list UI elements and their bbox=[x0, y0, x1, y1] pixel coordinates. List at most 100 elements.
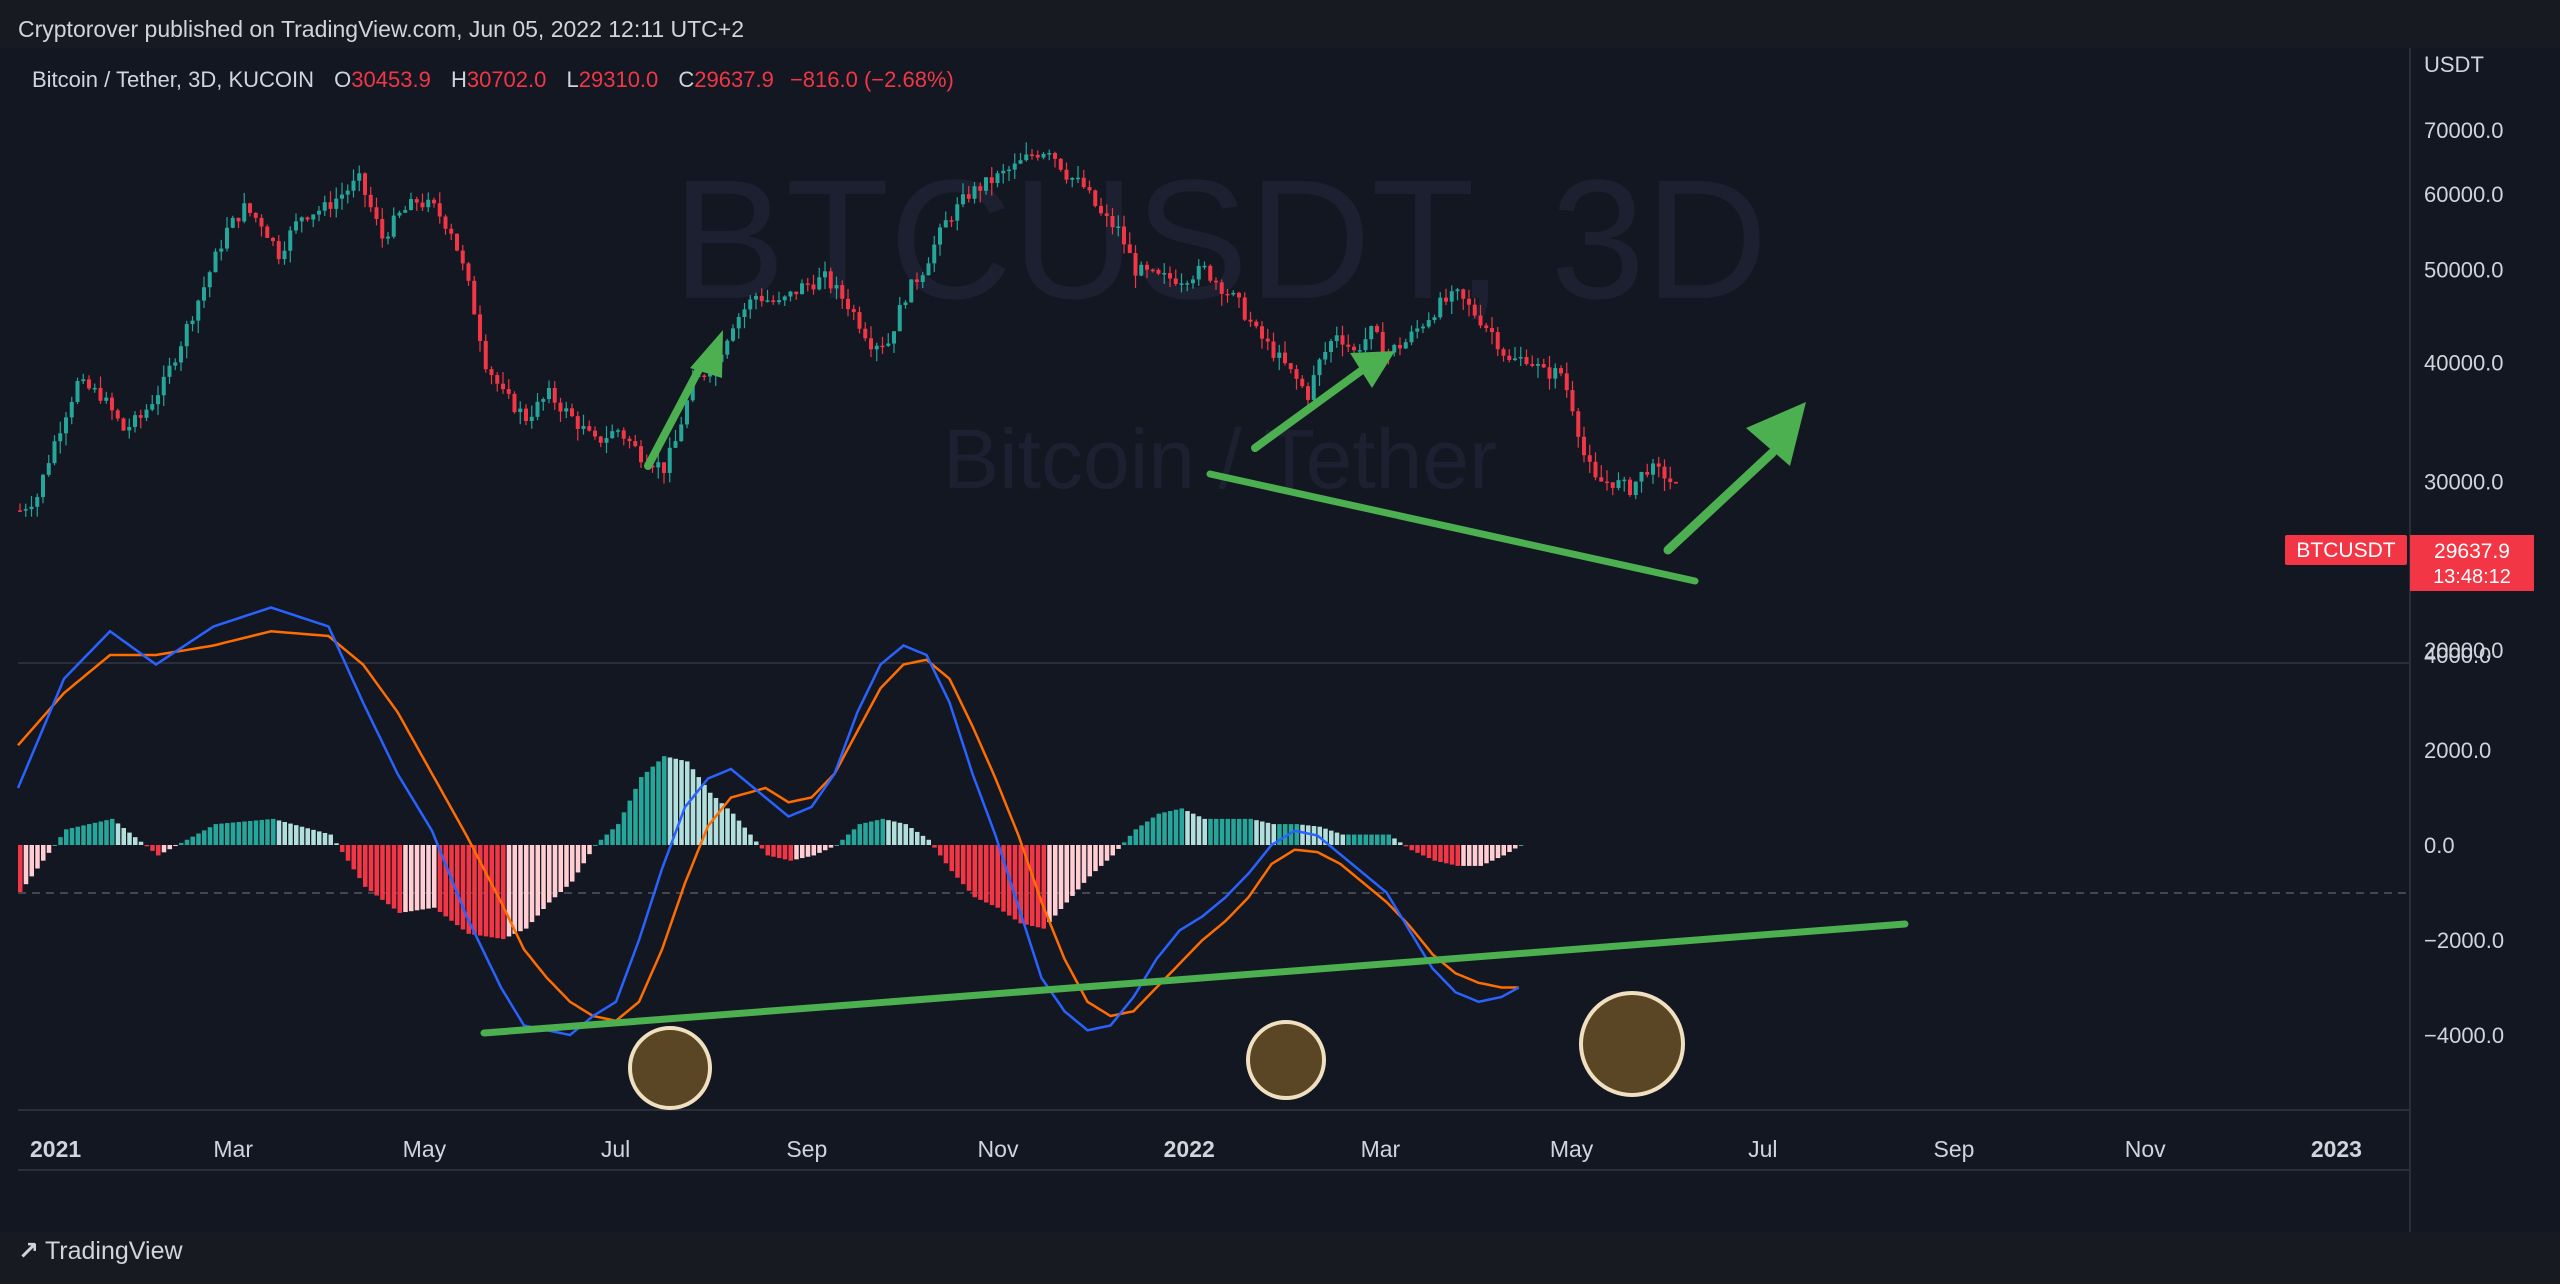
candle bbox=[874, 342, 879, 362]
macd-histogram-bar bbox=[673, 758, 678, 845]
macd-histogram-bar bbox=[328, 834, 333, 845]
candle bbox=[426, 192, 431, 213]
macd-histogram-bar bbox=[1461, 845, 1466, 866]
candle bbox=[725, 338, 730, 359]
candle bbox=[1467, 289, 1471, 317]
tradingview-brand[interactable]: ↗ TradingView bbox=[18, 1236, 183, 1266]
candle bbox=[1133, 245, 1138, 288]
candle bbox=[823, 261, 827, 290]
macd-histogram-bar bbox=[248, 820, 253, 845]
macd-bottom-circle-3[interactable] bbox=[1579, 991, 1685, 1097]
candle bbox=[1162, 263, 1167, 284]
candle bbox=[1340, 325, 1345, 357]
candle bbox=[1007, 165, 1011, 181]
candle bbox=[1495, 326, 1500, 357]
footer bbox=[0, 1232, 2560, 1284]
candle bbox=[391, 207, 396, 239]
macd-histogram-bar bbox=[805, 845, 811, 857]
macd-bottom-circle-2[interactable] bbox=[1246, 1020, 1326, 1100]
candle bbox=[1593, 452, 1598, 481]
macd-histogram-bar bbox=[58, 837, 63, 845]
price-candles bbox=[18, 142, 1678, 517]
macd-histogram-bar bbox=[207, 827, 213, 845]
macd-histogram-bar bbox=[1260, 821, 1265, 845]
macd-histogram-bar bbox=[144, 845, 149, 847]
candle bbox=[414, 196, 419, 211]
macd-histogram-bar bbox=[650, 766, 655, 845]
candle bbox=[1173, 269, 1178, 286]
macd-histogram-bar bbox=[1369, 834, 1374, 845]
macd-histogram-bar bbox=[110, 818, 115, 845]
candle bbox=[1122, 215, 1126, 254]
macd-histogram-bar bbox=[29, 845, 34, 877]
macd-support-trendline[interactable] bbox=[480, 920, 1909, 1037]
candle bbox=[98, 376, 103, 404]
macd-histogram-bar bbox=[1421, 845, 1426, 856]
macd-histogram-bar bbox=[1099, 845, 1104, 866]
candle bbox=[633, 435, 638, 448]
macd-histogram-bar bbox=[1156, 813, 1161, 845]
candle bbox=[1265, 328, 1270, 351]
candle bbox=[886, 333, 891, 348]
chart-svg[interactable]: BTCUSDT, 3D Bitcoin / Tether 70000.0 6000… bbox=[0, 48, 2560, 1232]
legend-open-label: O bbox=[334, 67, 352, 92]
macd-histogram-bar bbox=[495, 845, 500, 939]
macd-histogram-bar bbox=[558, 845, 563, 893]
watermark: BTCUSDT, 3D Bitcoin / Tether bbox=[672, 145, 1768, 506]
candle bbox=[1501, 347, 1506, 362]
up-arrow-3[interactable] bbox=[1663, 402, 1806, 555]
macd-histogram-bar bbox=[380, 845, 385, 900]
candle bbox=[679, 416, 684, 442]
time-axis-tick: 2022 bbox=[1164, 1136, 1215, 1162]
macd-histogram-bar bbox=[702, 784, 707, 845]
candle bbox=[23, 503, 28, 517]
macd-histogram-bar bbox=[299, 826, 305, 845]
candle bbox=[1576, 408, 1581, 448]
candle bbox=[478, 305, 482, 352]
candle bbox=[58, 421, 63, 454]
up-arrow-2[interactable] bbox=[1251, 351, 1395, 452]
candle bbox=[731, 324, 735, 342]
macd-histogram-bar bbox=[1076, 845, 1081, 890]
macd-bottom-circle-1[interactable] bbox=[628, 1026, 712, 1110]
candle bbox=[110, 392, 114, 420]
annotations[interactable] bbox=[480, 330, 1909, 1110]
candle bbox=[271, 236, 275, 247]
macd-histogram-bar bbox=[374, 845, 379, 896]
candle bbox=[328, 191, 333, 218]
candle bbox=[1001, 163, 1006, 184]
macd-histogram-bar bbox=[409, 845, 414, 912]
macd-histogram-bar bbox=[995, 845, 1000, 908]
brand-name: TradingView bbox=[44, 1237, 183, 1265]
macd-histogram-bar bbox=[1127, 835, 1133, 845]
candle bbox=[1145, 261, 1149, 279]
up-arrow-1[interactable] bbox=[644, 330, 723, 470]
macd-histogram-bar bbox=[190, 836, 195, 845]
candle bbox=[1415, 320, 1420, 339]
candle bbox=[834, 276, 839, 300]
candle bbox=[972, 182, 977, 204]
macd-histogram-bar bbox=[1242, 818, 1248, 845]
macd-histogram-bar bbox=[1415, 845, 1420, 853]
macd-histogram-bar bbox=[253, 820, 259, 845]
candle bbox=[1599, 465, 1604, 482]
price-support-trendline[interactable] bbox=[1206, 470, 1699, 585]
macd-histogram-bar bbox=[426, 845, 431, 909]
macd-histogram-bar bbox=[1271, 824, 1276, 845]
price-badge-countdown: 13:48:12 bbox=[2433, 566, 2511, 588]
macd-histogram-bar bbox=[909, 828, 914, 845]
macd-histogram-bar bbox=[1110, 845, 1115, 856]
candle bbox=[759, 288, 764, 307]
candle bbox=[788, 290, 793, 302]
macd-histogram-bar bbox=[1139, 825, 1144, 845]
macd-histogram-bar bbox=[817, 845, 822, 853]
macd-histogram-bar bbox=[1053, 845, 1058, 916]
candle bbox=[1656, 456, 1661, 478]
candle bbox=[662, 462, 666, 484]
time-axis-tick: Nov bbox=[2125, 1136, 2166, 1162]
macd-histogram-bar bbox=[87, 824, 92, 845]
macd-histogram-bar bbox=[1162, 812, 1167, 845]
macd-histogram-bar bbox=[616, 824, 621, 845]
candle bbox=[1426, 312, 1431, 329]
macd-axis: 4000.0 2000.0 0.0 −2000.0 −4000.0 bbox=[2424, 643, 2504, 1048]
